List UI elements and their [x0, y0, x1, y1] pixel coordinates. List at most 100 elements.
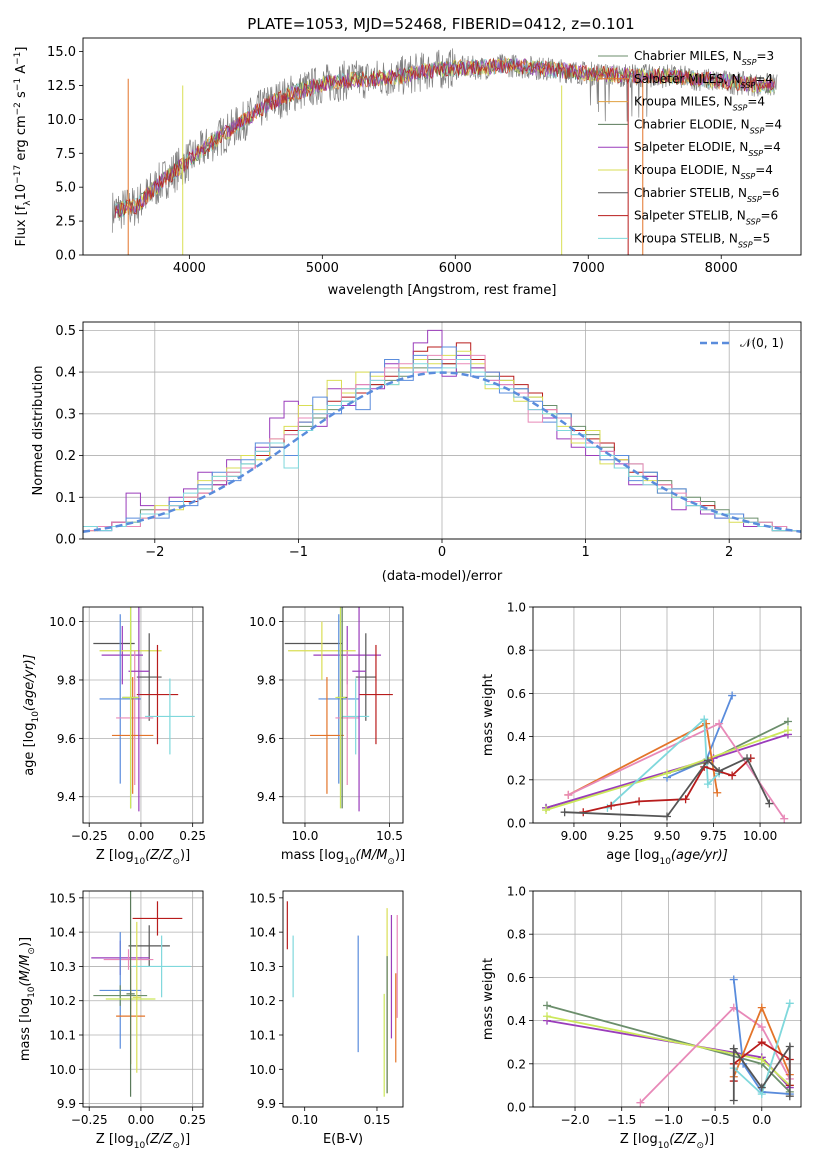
weight-vs-Z-axes: −2.0 −1.5 −1.0 −0.5 0.0 0.0 0.2 0.4 0.6 0.8 1.0 Z [… [481, 885, 802, 1151]
weight-marker [564, 790, 573, 799]
y-tick-label: 10.3 [49, 960, 76, 974]
y-tick-label: 10.2 [249, 994, 276, 1008]
x-tick-label: 4000 [173, 261, 206, 276]
legend-entry: Kroupa ELODIE, NSSP=4 [634, 163, 773, 181]
y-tick-label: 0.1 [55, 491, 76, 506]
y-tick-label: 1.0 [507, 601, 526, 615]
plot-area [111, 48, 778, 255]
y-tick-label: 9.6 [57, 732, 76, 746]
plot-area [286, 901, 398, 1097]
y-tick-label: 10.0 [47, 113, 76, 128]
plot-area [83, 329, 801, 539]
x-tick-label: 10.0 [292, 829, 319, 843]
x-tick-label: −0.25 [71, 829, 108, 843]
y-tick-label: 9.9 [57, 1097, 76, 1111]
mass-vs-Z-axes-ylabel: mass [log10(M/M⊙)] [18, 937, 37, 1061]
weight-marker [715, 719, 724, 728]
axes-frame [82, 606, 204, 824]
weight-line-pink [639, 1006, 791, 1104]
y-tick-label: 5.0 [55, 181, 76, 196]
y-tick-label: 0.5 [55, 324, 76, 339]
y-tick-label: 9.6 [257, 732, 276, 746]
plot-area [542, 691, 792, 823]
x-tick-label: 0 [438, 545, 446, 560]
axes-frame [82, 37, 802, 256]
mass-vs-Z-axes-xlabel: Z [log10(Z/Z⊙)] [96, 1132, 190, 1151]
legend-entry: Salpeter STELIB, NSSP=6 [634, 209, 778, 227]
weight-marker [757, 1083, 766, 1092]
y-tick-label: 0.0 [55, 249, 76, 264]
y-tick-label: 0.6 [507, 687, 526, 701]
y-tick-label: 10.2 [49, 994, 76, 1008]
y-tick-label: 0.3 [55, 407, 76, 422]
x-tick-label: 6000 [439, 261, 472, 276]
y-tick-label: 0.8 [507, 644, 526, 658]
y-tick-label: 12.5 [47, 79, 76, 94]
axes-frame [532, 606, 802, 824]
weight-marker [713, 788, 722, 797]
y-tick-label: 10.4 [49, 926, 76, 940]
y-tick-label: 15.0 [47, 45, 76, 60]
y-tick-label: 10.0 [249, 1063, 276, 1077]
x-tick-label: 0.25 [179, 1113, 206, 1127]
y-tick-label: 0.8 [507, 928, 526, 942]
age-vs-Z-axes-xlabel: Z [log10(Z/Z⊙)] [96, 848, 190, 867]
x-tick-label: 0.25 [179, 829, 206, 843]
x-tick-label: 7000 [572, 261, 605, 276]
legend-entry: Salpeter ELODIE, NSSP=4 [634, 140, 781, 158]
spectrum-model-line-c4 [114, 57, 775, 219]
weight-marker [757, 1055, 766, 1064]
weight-marker [729, 1096, 738, 1105]
legend-entry-normal: 𝒩(0, 1) [740, 336, 784, 350]
spectrum-title: PLATE=1053, MJD=52468, FIBERID=0412, z=0… [247, 15, 634, 33]
weight-vs-Z-axes-ylabel: mass weight [481, 958, 496, 1040]
spectrum-ylabel: Flux [fλ10−17 erg cm−2 s−1 A−1] [13, 47, 33, 247]
x-tick-label: −1.0 [654, 1113, 683, 1127]
x-tick-label: 10.5 [376, 829, 403, 843]
age-vs-Z-axes: −0.25 0.00 0.25 9.4 9.6 9.8 10.0 Z [log10(Z/Z⊙)… [22, 606, 206, 867]
axes-frame [82, 321, 802, 540]
legend-entry: Chabrier ELODIE, NSSP=4 [634, 117, 782, 135]
weight-vs-age-axes-xlabel: age [log10(age/yr)] [606, 848, 728, 867]
y-tick-label: 10.0 [249, 615, 276, 629]
spectrum-model-line-c8 [114, 58, 775, 218]
mass-vs-EBV-axes-xlabel: E(B-V) [323, 1132, 363, 1147]
y-tick-label: 10.1 [49, 1029, 76, 1043]
mass-vs-EBV-axes: 0.10 0.15 9.9 10.0 10.1 10.2 10.3 10.4 10.5 E(B-V… [249, 890, 404, 1147]
legend-entry: Kroupa MILES, NSSP=4 [634, 95, 765, 113]
plot-area [91, 891, 191, 1097]
weight-marker [543, 1012, 552, 1021]
y-tick-label: 0.2 [507, 1057, 526, 1071]
axes-frame [532, 890, 802, 1108]
y-tick-label: 10.3 [249, 960, 276, 974]
y-tick-label: 0.4 [507, 1014, 526, 1028]
weight-marker [757, 1023, 766, 1032]
y-tick-label: 2.5 [55, 215, 76, 230]
plot-area [93, 607, 195, 812]
legend-entry: Chabrier MILES, NSSP=3 [634, 49, 774, 67]
y-tick-label: 0.6 [507, 971, 526, 985]
weight-vs-age-axes: 9.00 9.25 9.50 9.75 10.00 0.0 0.2 0.4 0.6 0.8 1.0 a… [481, 601, 802, 867]
weight-marker [702, 719, 711, 728]
x-tick-label: 2 [725, 545, 733, 560]
weight-marker [681, 795, 690, 804]
weight-marker [607, 801, 616, 810]
x-tick-label: 0.00 [128, 829, 155, 843]
weight-marker [785, 1092, 794, 1101]
weight-line-blue [732, 979, 790, 1095]
weight-marker [783, 726, 792, 735]
weight-marker [728, 771, 737, 780]
y-tick-label: 0.0 [507, 817, 526, 831]
y-tick-label: 9.8 [57, 673, 76, 687]
y-tick-label: 9.9 [257, 1097, 276, 1111]
residuals-axes: −2 −1 0 1 2 0.0 0.1 0.2 0.3 0.4 0.5 (data-model)/er… [31, 321, 802, 584]
x-tick-label: 5000 [306, 261, 339, 276]
weight-marker [785, 1042, 794, 1051]
y-tick-label: 9.4 [57, 790, 76, 804]
y-tick-label: 10.1 [249, 1029, 276, 1043]
normal-pdf-curve [83, 371, 801, 533]
weight-marker [715, 767, 724, 776]
weight-marker [780, 814, 789, 823]
spectrum-model-line-c5 [114, 57, 775, 219]
